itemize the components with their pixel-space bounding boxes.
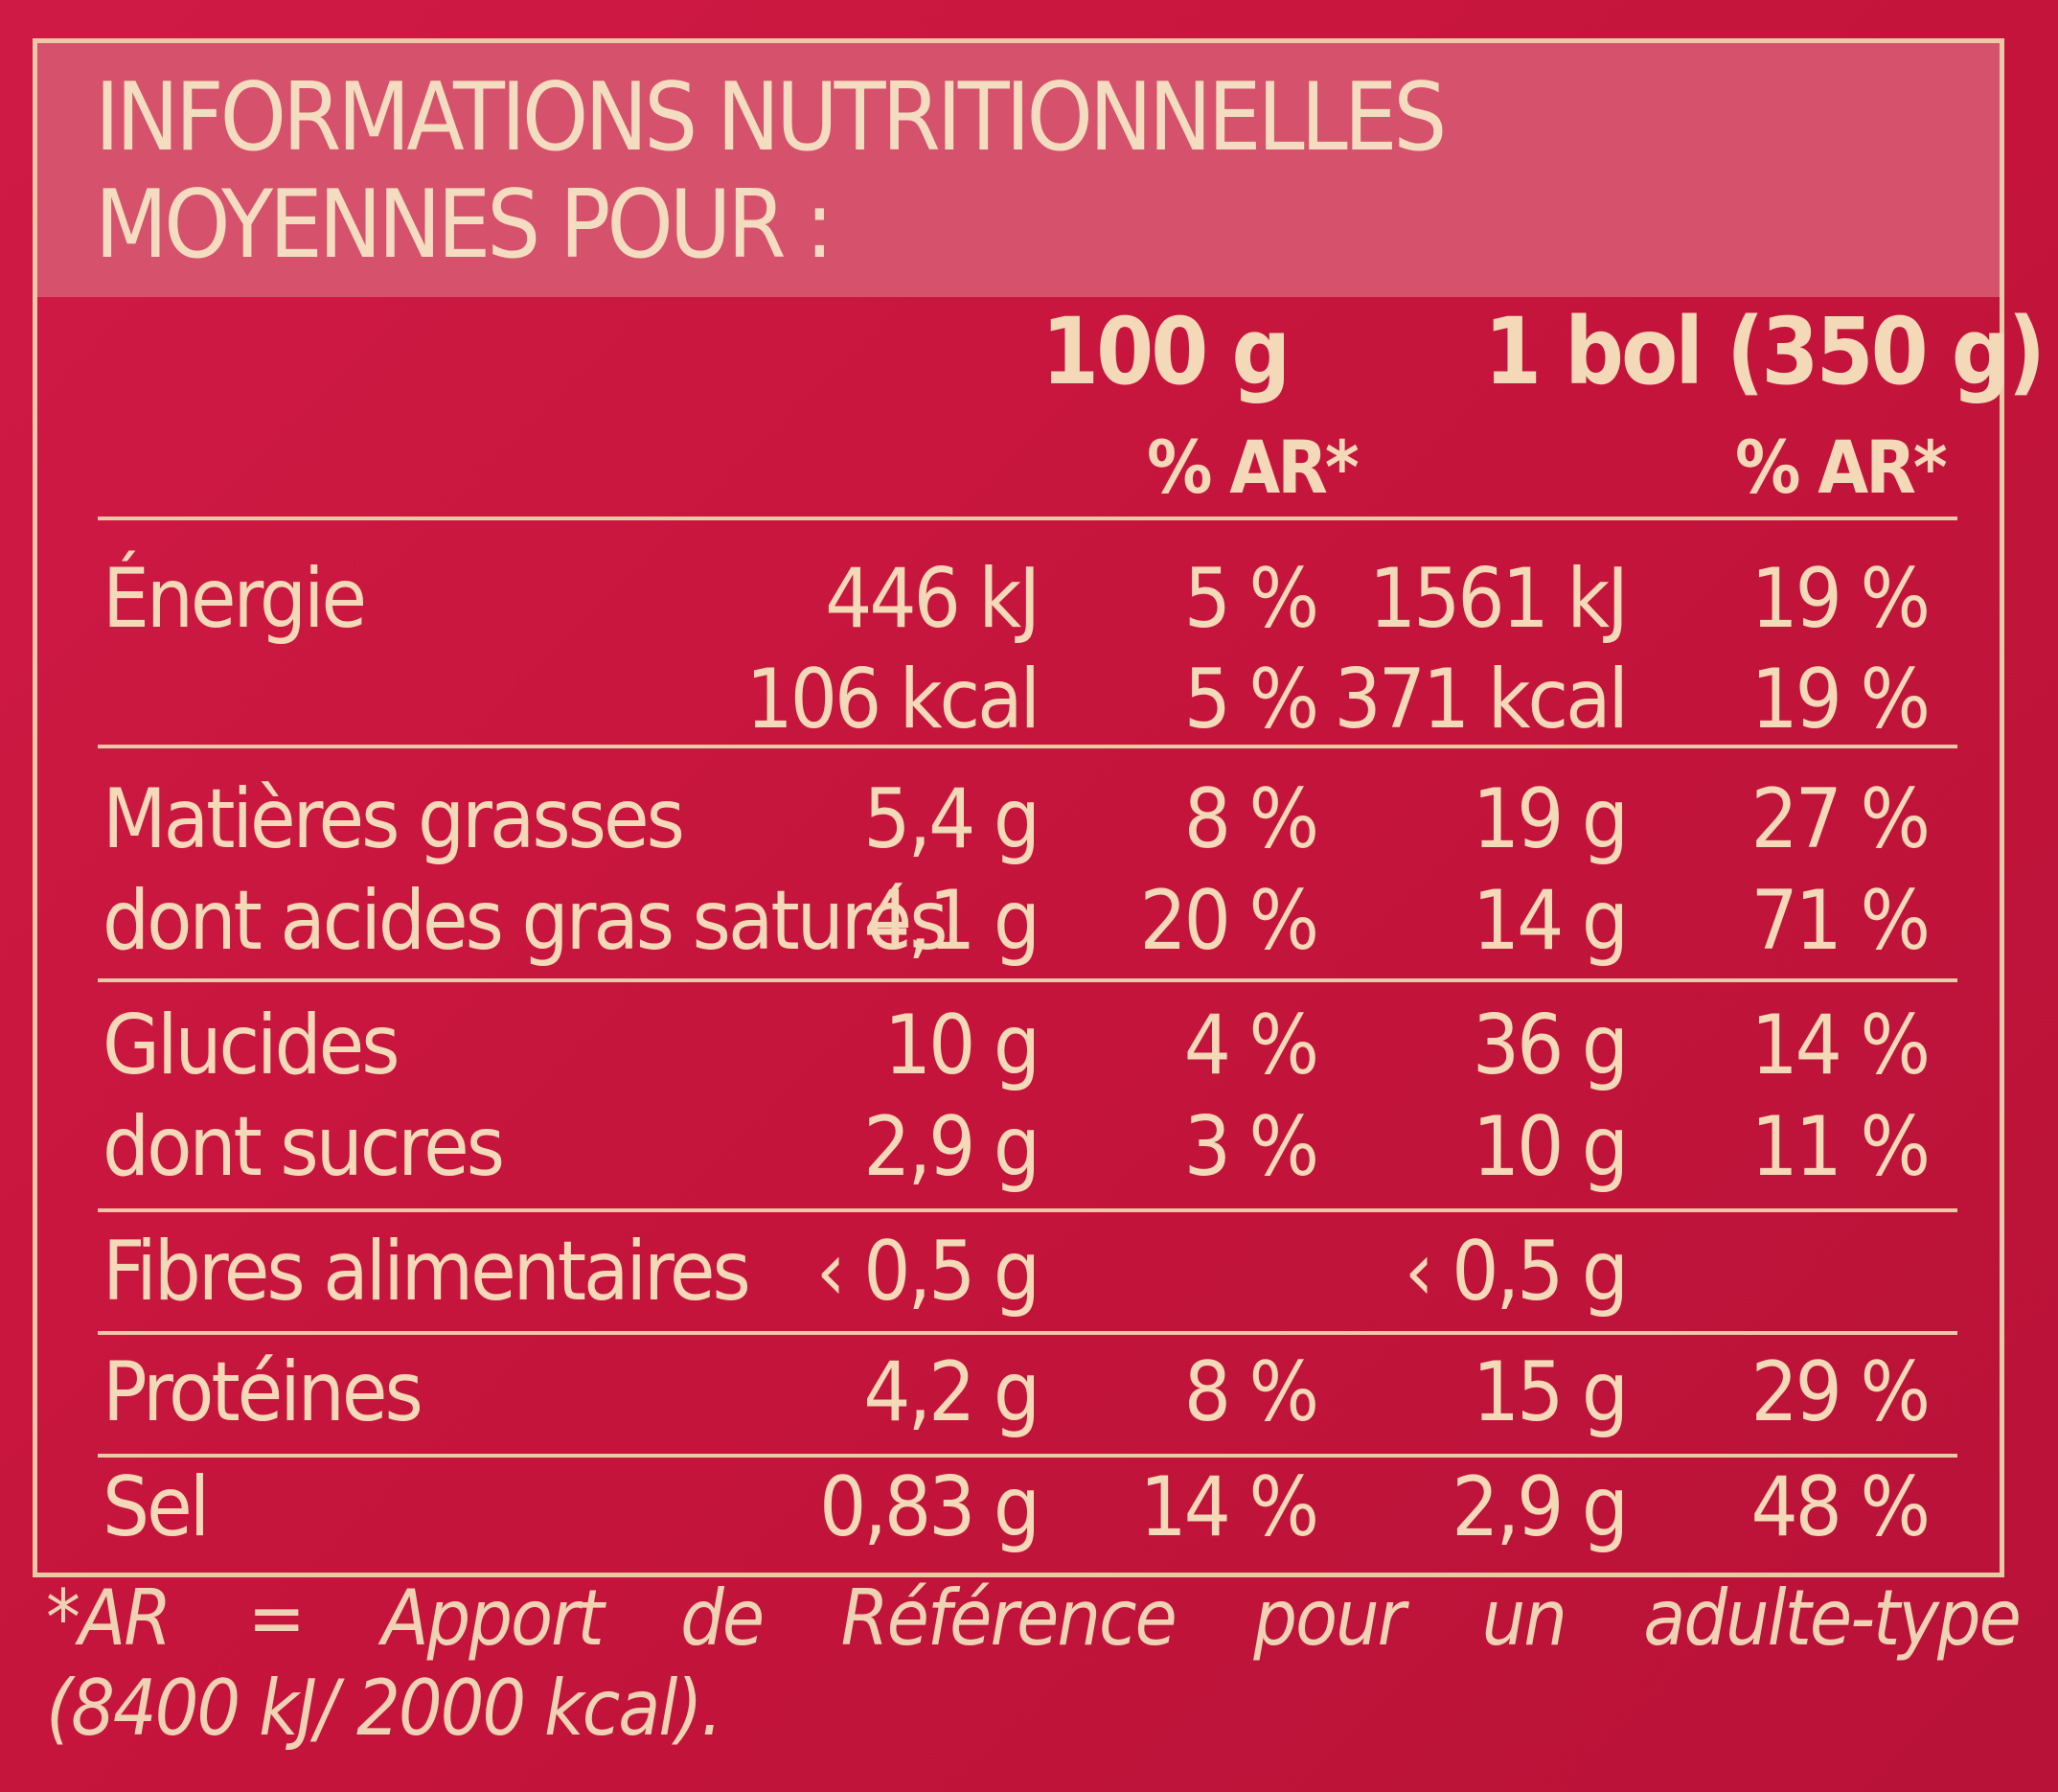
footnote-word: Apport xyxy=(381,1574,604,1663)
value-100g: 10 g xyxy=(883,998,1040,1093)
footnote-line-1: *AR = Apport de Référence pour un adulte… xyxy=(46,1574,2022,1664)
divider xyxy=(98,1331,1957,1335)
divider xyxy=(98,978,1957,982)
value-bol: 36 g xyxy=(1472,998,1629,1093)
value-100g: ‹ 0,5 g xyxy=(815,1224,1040,1320)
nutrition-panel: INFORMATIONS NUTRITIONNELLES MOYENNES PO… xyxy=(33,38,2046,1577)
ar-100g: 4 % xyxy=(1183,998,1319,1093)
ar-100g: 8 % xyxy=(1183,1344,1319,1440)
value-100g: 0,83 g xyxy=(819,1459,1040,1555)
ar-bol: 27 % xyxy=(1750,771,1931,867)
value-bol: 371 kcal xyxy=(1334,652,1629,747)
row-label-acides-gras-satures: dont acides gras saturés xyxy=(103,873,949,969)
divider xyxy=(98,1454,1957,1458)
footnote-word: *AR xyxy=(46,1574,172,1663)
header-100g: 100 g xyxy=(1041,298,1291,405)
row-label-energie: Énergie xyxy=(103,551,367,647)
footnote-word: un xyxy=(1481,1574,1567,1663)
row-label-matieres-grasses: Matières grasses xyxy=(103,771,685,867)
value-bol: 15 g xyxy=(1472,1344,1629,1440)
value-bol: 14 g xyxy=(1472,873,1629,969)
ar-100g: 5 % xyxy=(1183,652,1319,747)
footnote-line-2: (8400 kJ/ 2000 kcal). xyxy=(46,1664,722,1753)
value-100g: 106 kcal xyxy=(745,652,1040,747)
ar-bol: 19 % xyxy=(1750,551,1931,647)
value-100g: 4,2 g xyxy=(863,1344,1040,1440)
row-label-sel: Sel xyxy=(103,1459,210,1555)
row-label-fibres: Fibres alimentaires xyxy=(103,1224,751,1320)
title-line-2: MOYENNES POUR : xyxy=(95,171,834,280)
value-100g: 2,9 g xyxy=(863,1099,1040,1195)
header-bol: 1 bol (350 g) xyxy=(1484,298,2046,405)
value-bol: 1561 kJ xyxy=(1368,551,1629,647)
footnote-word: = xyxy=(247,1574,306,1663)
header-ar-bol: % AR* xyxy=(1735,425,1948,510)
footnote-word: de xyxy=(680,1574,765,1663)
title-band: INFORMATIONS NUTRITIONNELLES MOYENNES PO… xyxy=(37,43,2000,297)
footnote-word: Référence xyxy=(840,1574,1178,1663)
ar-bol: 71 % xyxy=(1750,873,1931,969)
footnote: *AR = Apport de Référence pour un adulte… xyxy=(46,1574,2022,1754)
row-label-glucides: Glucides xyxy=(103,998,400,1093)
value-bol: 2,9 g xyxy=(1452,1459,1629,1555)
value-bol: 10 g xyxy=(1472,1099,1629,1195)
divider xyxy=(98,1208,1957,1212)
ar-bol: 14 % xyxy=(1750,998,1931,1093)
ar-100g: 5 % xyxy=(1183,551,1319,647)
value-bol: 19 g xyxy=(1472,771,1629,867)
title-line-1: INFORMATIONS NUTRITIONNELLES xyxy=(95,63,1447,172)
header-ar-100g: % AR* xyxy=(1147,425,1360,510)
ar-100g: 14 % xyxy=(1139,1459,1319,1555)
value-100g: 4,1 g xyxy=(863,873,1040,969)
ar-100g: 8 % xyxy=(1183,771,1319,867)
ar-100g: 20 % xyxy=(1139,873,1319,969)
footnote-word: pour xyxy=(1253,1574,1406,1663)
value-100g: 446 kJ xyxy=(825,551,1040,647)
ar-bol: 19 % xyxy=(1750,652,1931,747)
value-100g: 5,4 g xyxy=(863,771,1040,867)
divider xyxy=(98,517,1957,520)
value-bol: ‹ 0,5 g xyxy=(1404,1224,1629,1320)
divider xyxy=(98,745,1957,748)
footnote-word: adulte-type xyxy=(1643,1574,2022,1663)
ar-bol: 48 % xyxy=(1750,1459,1931,1555)
ar-bol: 11 % xyxy=(1750,1099,1931,1195)
ar-100g: 3 % xyxy=(1183,1099,1319,1195)
ar-bol: 29 % xyxy=(1750,1344,1931,1440)
row-label-dont-sucres: dont sucres xyxy=(103,1099,505,1195)
row-label-proteines: Protéines xyxy=(103,1344,423,1440)
panel-title: INFORMATIONS NUTRITIONNELLES MOYENNES PO… xyxy=(95,63,1447,280)
